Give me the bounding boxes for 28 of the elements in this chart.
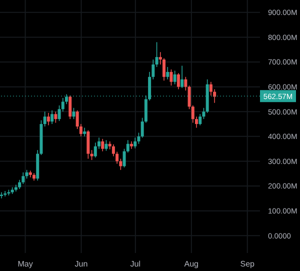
x-tick-label: Jul	[130, 260, 141, 269]
x-tick-label: Aug	[184, 260, 199, 269]
candlestick	[54, 111, 58, 124]
candlestick	[155, 42, 158, 68]
candlestick	[0, 192, 3, 199]
candlestick	[134, 137, 137, 149]
x-tick-label: May	[18, 260, 33, 269]
candlestick	[18, 179, 22, 190]
candlestick	[166, 66, 170, 80]
candlestick	[173, 70, 176, 85]
candlestick	[83, 127, 86, 137]
candlestick	[170, 69, 173, 86]
candlestick	[104, 140, 108, 152]
candlestick	[86, 130, 90, 160]
candlestick	[46, 112, 50, 126]
candlestick	[72, 107, 76, 120]
x-tick-label: Sep	[240, 260, 256, 269]
candlestick	[90, 150, 94, 160]
candlestick	[68, 95, 72, 120]
candlestick	[137, 132, 140, 144]
candlestick	[50, 110, 54, 124]
x-tick-label: Jun	[74, 260, 88, 269]
candlestick	[180, 65, 184, 88]
candlestick	[176, 72, 180, 90]
candlestick	[198, 114, 202, 126]
candlestick	[43, 111, 46, 127]
candlestick	[184, 76, 188, 91]
candlestick	[101, 138, 104, 152]
